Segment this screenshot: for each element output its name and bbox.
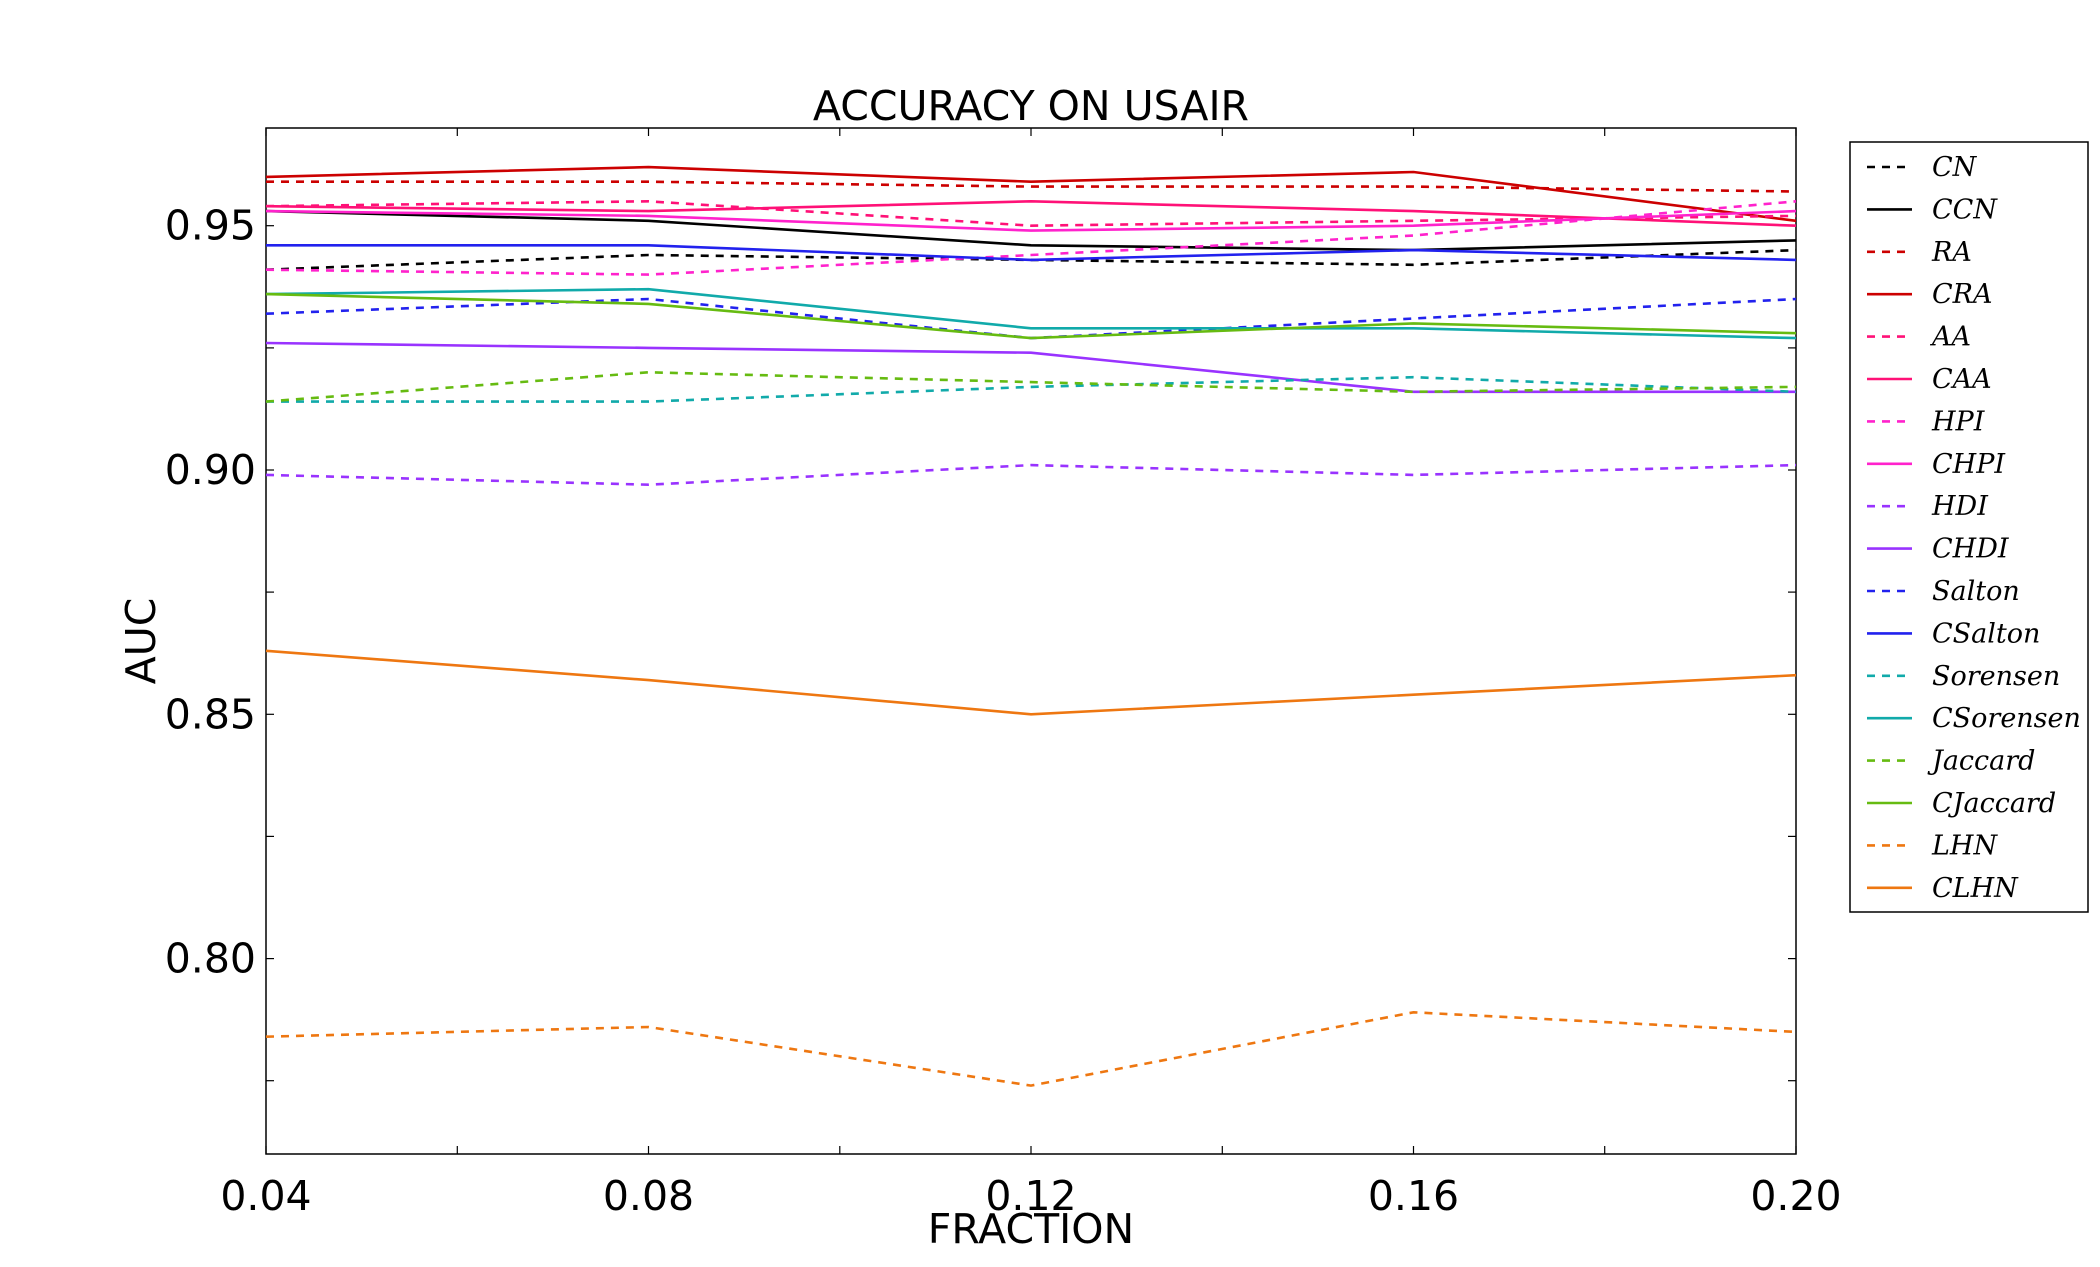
legend-label: HDI [1931,491,1989,522]
legend-label: CN [1932,152,1978,183]
legend-label: HPI [1931,406,1986,437]
legend-entry: CLHN [1867,873,2019,904]
series-line-chpi [265,209,1797,232]
legend-entry: Salton [1867,576,2020,607]
legend-entry: CHPI [1867,449,2006,480]
x-tick-label: 0.16 [1368,1172,1459,1220]
series-line-lhn [265,1010,1797,1087]
legend-label: Salton [1932,576,2020,607]
series-lines [265,165,1797,1087]
series-line-aa [265,199,1797,228]
legend-label: Sorensen [1932,661,2060,692]
series-line-csalton [266,244,1797,262]
axis-ticks [265,128,1797,1154]
chart-title: ACCURACY ON USAIR [813,82,1249,130]
x-tick-label: 0.04 [220,1172,311,1220]
legend-entry: Jaccard [1867,746,2035,777]
legend-entry: CAA [1867,364,1992,395]
y-axis-label: AUC [117,598,165,685]
legend-entry: RA [1867,237,1972,268]
legend-frame [1849,141,2089,913]
y-tick-label: 0.85 [165,690,256,738]
legend-entry: CHDI [1867,534,2010,565]
y-tick-label: 0.80 [165,935,256,983]
legend: CN CCN RA CRA AA CAA HPI CHPI HDI CHDI Salton CSalt… [1849,141,2089,913]
series-line-cra [265,165,1797,223]
legend-label: CSorensen [1932,703,2081,734]
legend-entry: CSalton [1867,618,2040,649]
legend-entry: CN [1867,152,1978,183]
legend-label: RA [1931,237,1972,268]
x-tick-label: 0.20 [1750,1172,1841,1220]
legend-items: CN CCN RA CRA AA CAA HPI CHPI HDI CHDI Salton CSalt… [1867,152,2081,904]
legend-label: CCN [1932,194,1998,225]
legend-entry: CSorensen [1867,703,2081,734]
legend-entry: LHN [1867,830,1998,861]
series-line-hpi [265,200,1797,276]
legend-label: CRA [1932,279,1993,310]
tick-labels: 0.04 0.08 0.12 0.16 0.20 0.80 0.85 0.90 0.95 [165,202,1842,1220]
series-line-ra [266,180,1797,193]
series-line-csorensen [265,287,1797,340]
plot-frame [265,127,1797,1155]
series-line-chdi [265,341,1796,394]
series-line-jaccard [265,370,1797,403]
x-axis-label: FRACTION [928,1205,1134,1253]
legend-label: CLHN [1932,873,2019,904]
legend-label: CAA [1932,364,1992,395]
y-tick-label: 0.90 [165,446,256,494]
legend-entry: CJaccard [1867,788,2056,819]
legend-entry: Sorensen [1867,661,2060,692]
legend-label: CHDI [1932,534,2010,565]
legend-label: CSalton [1932,618,2040,649]
series-line-caa [265,199,1797,227]
legend-entry: HPI [1867,406,1986,437]
legend-label: CHPI [1932,449,2006,480]
legend-entry: HDI [1867,491,1989,522]
series-line-sorensen [266,375,1797,403]
legend-label: LHN [1931,830,1998,861]
legend-entry: CCN [1867,194,1998,225]
y-tick-label: 0.95 [165,202,256,250]
legend-label: Jaccard [1927,746,2035,777]
legend-label: AA [1929,322,1971,353]
legend-entry: AA [1867,322,1971,353]
series-line-cjaccard [265,292,1797,340]
series-line-ccn [265,209,1797,252]
x-tick-label: 0.12 [985,1172,1076,1220]
legend-entry: CRA [1867,279,1993,310]
x-tick-label: 0.08 [603,1172,694,1220]
legend-label: CJaccard [1932,788,2056,819]
series-line-clhn [265,649,1797,716]
series-line-hdi [265,463,1797,487]
